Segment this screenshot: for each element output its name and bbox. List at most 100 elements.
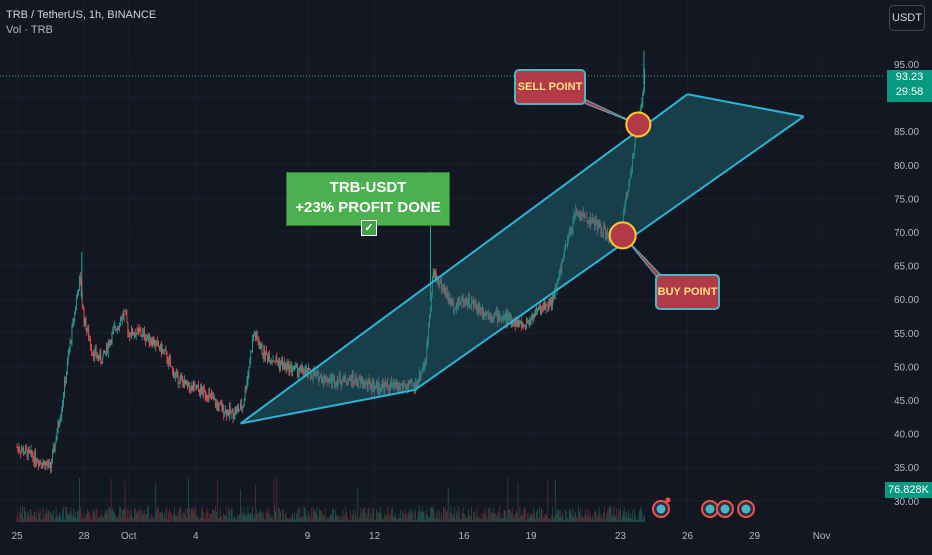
candle-body (370, 386, 372, 389)
candle-body (456, 303, 457, 310)
candle-body (602, 232, 604, 235)
volume-bar (557, 510, 559, 522)
candle-body (351, 374, 353, 385)
candle-body (252, 339, 253, 352)
volume-bar (592, 515, 593, 522)
volume-bar (176, 511, 178, 522)
candle-body (335, 384, 336, 386)
volume-bar (321, 511, 322, 522)
candle-body (126, 314, 128, 323)
candle-body (322, 378, 323, 383)
volume-bar (174, 514, 176, 522)
candle-body (372, 382, 374, 391)
volume-bar (327, 517, 329, 522)
volume-bar (616, 508, 618, 522)
volume-bar (90, 517, 91, 522)
candle-body (23, 448, 24, 454)
candle-body (603, 226, 605, 233)
volume-bar (168, 511, 170, 522)
candle-body (185, 379, 186, 385)
candle-body (453, 302, 455, 311)
candle-body (553, 293, 555, 298)
volume-bar (205, 513, 207, 522)
volume-bar (418, 506, 420, 522)
time-axis: 25 28 Oct 4 9 12 16 19 23 26 29 Nov (11, 531, 830, 542)
candle-body (540, 307, 542, 314)
candle-body (254, 333, 255, 336)
candle-body (337, 380, 339, 386)
volume-bar (363, 508, 364, 522)
volume-bar (612, 514, 614, 522)
candle-body (136, 328, 138, 334)
candle-body (256, 333, 258, 340)
candle-body (105, 351, 106, 353)
candle-body (517, 322, 519, 326)
volume-bar (166, 507, 168, 522)
candle-body (79, 276, 80, 292)
candle-body (380, 388, 382, 391)
candle-body (514, 318, 516, 327)
candle-body (222, 405, 224, 411)
volume-bar (347, 516, 348, 522)
volume-bar (214, 511, 215, 522)
candle-body (461, 298, 463, 300)
volume-bar (416, 519, 417, 522)
candle-body (622, 211, 624, 226)
volume-bar (533, 508, 535, 522)
volume-bar (177, 516, 179, 522)
volume-bar (246, 515, 248, 522)
volume-bar (19, 512, 21, 522)
candle-body (379, 390, 381, 392)
volume-bar (333, 508, 334, 522)
candle-body (278, 361, 280, 364)
volume-bar (569, 509, 571, 522)
volume-bar (46, 507, 48, 522)
volume-bar (320, 510, 321, 522)
candle-body (312, 371, 314, 379)
x-tick-label: 23 (615, 531, 627, 542)
volume-bar (29, 509, 31, 522)
candle-body (563, 257, 564, 260)
volume-bar (130, 515, 131, 522)
volume-bar (435, 517, 437, 522)
volume-bar (173, 512, 174, 522)
volume-bar (132, 517, 133, 522)
volume-bar (122, 509, 124, 522)
candle-body (594, 220, 595, 226)
currency-button[interactable]: USDT (889, 5, 925, 31)
candle-body (332, 376, 334, 384)
volume-bar (174, 507, 175, 522)
volume-bar (146, 513, 147, 522)
volume-bar (157, 507, 158, 522)
candle-body (287, 362, 289, 365)
candle-body (516, 320, 518, 323)
candle-body (624, 201, 626, 209)
candle-body (590, 217, 591, 224)
volume-bar (125, 508, 127, 522)
candle-body (55, 439, 57, 442)
volume-bar (289, 517, 291, 522)
candle-body (462, 298, 464, 303)
volume-bar (120, 518, 122, 522)
volume-bar (436, 512, 438, 522)
candle-body (230, 411, 232, 413)
candle-body (212, 397, 213, 399)
candle-body (75, 307, 77, 312)
candle-body (197, 386, 199, 388)
volume-bar (423, 511, 425, 522)
candle-body (400, 385, 402, 388)
y-tick-label: 55.00 (894, 329, 919, 340)
candle-body (103, 350, 104, 357)
volume-bar (462, 507, 464, 522)
candle-body (350, 378, 352, 385)
candle-body (70, 341, 72, 342)
candle-body (390, 382, 391, 391)
candle-body (408, 381, 410, 387)
candle-body (580, 217, 582, 219)
candle-body (433, 271, 435, 275)
volume-bar (442, 518, 443, 522)
volume-bar (306, 515, 307, 522)
volume-bar (464, 515, 466, 522)
candle-body (381, 384, 383, 389)
